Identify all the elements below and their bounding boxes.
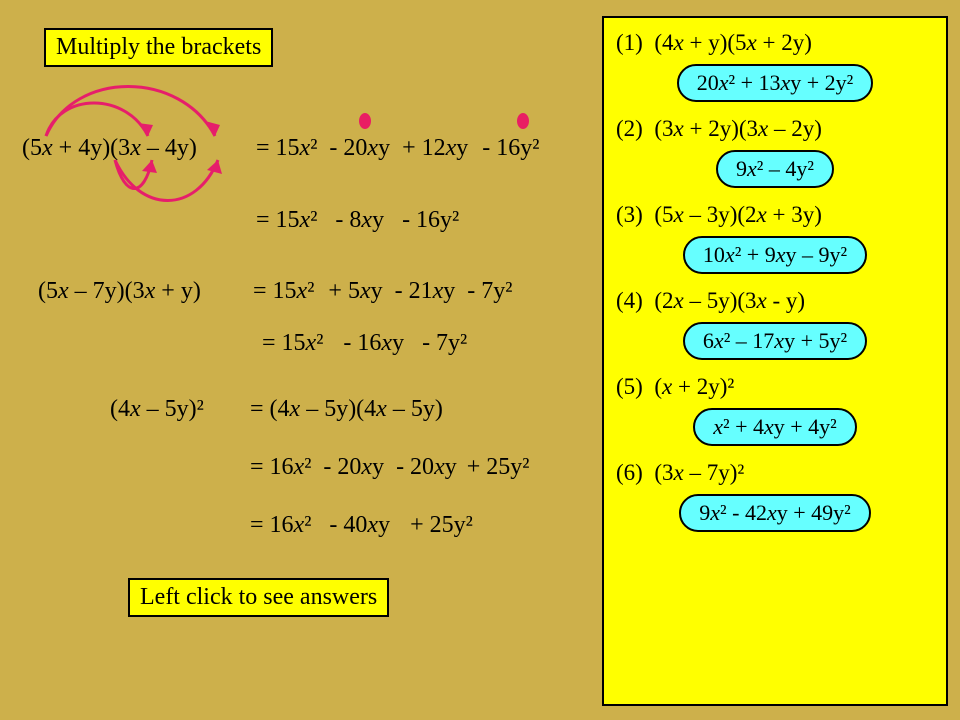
answer-pill: 9x² – 4y² (716, 150, 834, 188)
answer-pill: 10x² + 9xy – 9y² (683, 236, 867, 274)
question-row: (2) (3x + 2y)(3x – 2y) (616, 116, 934, 142)
ex1-line1: = 15x² - 20xy + 12xy - 16y² (256, 135, 539, 162)
arrowhead-2 (205, 121, 220, 136)
ex3-line3: = 16x² - 40xy + 25y² (250, 512, 473, 539)
ex2-lhs: (5x – 7y)(3x + y) (38, 278, 201, 305)
questions-panel: (1) (4x + y)(5x + 2y) 20x² + 13xy + 2y² … (602, 16, 948, 706)
question-row: (3) (5x – 3y)(2x + 3y) (616, 202, 934, 228)
answer-pill: 20x² + 13xy + 2y² (677, 64, 874, 102)
question-row: (1) (4x + y)(5x + 2y) (616, 30, 934, 56)
question-row: (4) (2x – 5y)(3x - y) (616, 288, 934, 314)
marker-icon (359, 113, 371, 129)
ex2-line1: = 15x² + 5xy - 21xy - 7y² (253, 278, 512, 305)
ex2-line2: = 15x² - 16xy - 7y² (262, 330, 467, 357)
title-box: Multiply the brackets (44, 28, 273, 67)
arc-4 (115, 160, 218, 201)
click-hint-box[interactable]: Left click to see answers (128, 578, 389, 617)
answer-pill: x² + 4xy + 4y² (693, 408, 857, 446)
arrowhead-4 (207, 160, 222, 174)
ex1-line2: = 15x² - 8xy - 16y² (256, 207, 459, 234)
ex3-lhs: (4x – 5y)² (110, 396, 204, 423)
arc-3 (115, 160, 152, 189)
answer-pill: 6x² – 17xy + 5y² (683, 322, 867, 360)
ex3-line1: = (4x – 5y)(4x – 5y) (250, 396, 443, 423)
marker-icon (517, 113, 529, 129)
question-row: (6) (3x – 7y)² (616, 460, 934, 486)
answer-pill: 9x² - 42xy + 49y² (679, 494, 870, 532)
arc-2 (46, 87, 215, 137)
question-row: (5) (x + 2y)² (616, 374, 934, 400)
ex1-lhs: (5x + 4y)(3x – 4y) (22, 135, 197, 162)
arc-1 (46, 103, 148, 136)
ex3-line2: = 16x² - 20xy - 20xy + 25y² (250, 454, 529, 481)
